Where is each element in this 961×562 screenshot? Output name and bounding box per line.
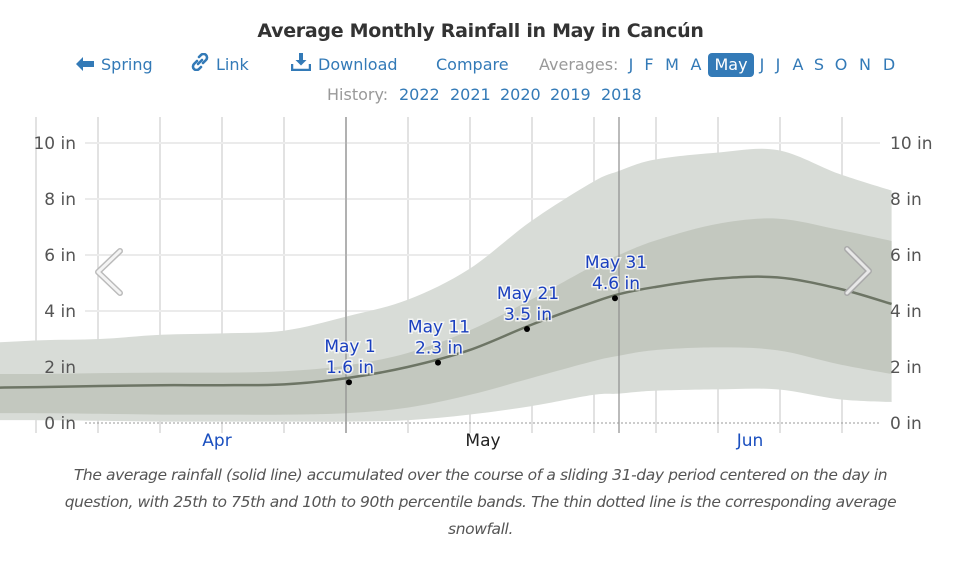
- x-month-label[interactable]: Jun: [736, 431, 764, 451]
- prev-season-label: Spring: [101, 55, 153, 74]
- link-button[interactable]: Link: [191, 52, 249, 78]
- y-tick-label-right: 2 in: [890, 358, 922, 378]
- month-link-dec[interactable]: D: [882, 55, 896, 74]
- history-bar: History: 2022 2021 2020 2019 2018: [0, 84, 961, 106]
- annotation-may-1: May 11.6 in: [323, 336, 377, 386]
- download-label: Download: [318, 55, 398, 74]
- annotation-may-21: May 213.5 in: [495, 283, 561, 332]
- data-point-marker: [435, 359, 441, 366]
- y-axis-left: 0 in 2 in 4 in 6 in 8 in 10 in: [33, 134, 76, 434]
- x-month-label: May: [465, 431, 500, 451]
- averages-label: Averages:: [539, 55, 619, 74]
- y-tick-label-left: 4 in: [44, 302, 76, 322]
- link-label: Link: [216, 55, 249, 74]
- download-button[interactable]: Download: [290, 53, 398, 78]
- y-tick-label-left: 6 in: [44, 246, 76, 266]
- band-p10-p90: [0, 148, 892, 422]
- x-axis-month-labels: Apr May Jun: [202, 431, 763, 451]
- annotation-date-label: May 31: [585, 253, 647, 273]
- history-year-link[interactable]: 2020: [500, 85, 541, 104]
- history-year-link[interactable]: 2021: [450, 85, 491, 104]
- month-link-may-active[interactable]: May: [708, 53, 754, 77]
- month-link-sep[interactable]: S: [813, 55, 825, 74]
- month-link-feb[interactable]: F: [644, 55, 654, 74]
- y-tick-label-right: 8 in: [890, 190, 922, 210]
- annotation-date-label: May 1: [324, 337, 375, 357]
- rainfall-chart: 0 in 2 in 4 in 6 in 8 in 10 in 0 in 2 in 4 in 6 …: [0, 117, 933, 451]
- chart-nav-bar: Spring Link Download Compare Averages: J…: [0, 52, 961, 79]
- data-point-marker: [524, 326, 530, 332]
- y-tick-label-left: 2 in: [44, 358, 76, 378]
- y-tick-label-left: 10 in: [33, 134, 76, 154]
- history-year-link[interactable]: 2019: [550, 85, 591, 104]
- average-rainfall-line: [0, 275, 892, 389]
- compare-link[interactable]: Compare: [436, 55, 509, 74]
- history-label: History:: [327, 85, 389, 104]
- month-link-nov[interactable]: N: [859, 55, 871, 74]
- month-link-oct[interactable]: O: [834, 55, 848, 74]
- annotation-value-label: 2.3 in: [415, 339, 463, 359]
- chevron-right-icon[interactable]: [844, 246, 872, 296]
- annotation-value-label: 3.5 in: [504, 305, 552, 325]
- band-p25-p75: [0, 218, 892, 415]
- y-axis-right: 0 in 2 in 4 in 6 in 8 in 10 in: [890, 134, 933, 434]
- month-link-mar[interactable]: M: [665, 55, 679, 74]
- data-point-marker: [612, 295, 618, 302]
- arrow-left-icon: [76, 54, 94, 78]
- page-title: Average Monthly Rainfall in May in Cancú…: [257, 20, 704, 42]
- month-link-aug[interactable]: A: [792, 55, 804, 74]
- x-month-label[interactable]: Apr: [202, 431, 231, 451]
- month-link-jan[interactable]: J: [628, 55, 634, 74]
- chart-caption: The average rainfall (solid line) accumu…: [64, 466, 897, 538]
- month-link-jul[interactable]: J: [775, 55, 781, 74]
- month-link-jun[interactable]: J: [759, 55, 765, 74]
- data-point-marker: [346, 379, 352, 386]
- y-tick-label-left: 0 in: [44, 414, 76, 434]
- annotation-date-label: May 21: [497, 284, 559, 304]
- month-boundary-lines: [345, 117, 620, 433]
- y-tick-label-right: 0 in: [890, 414, 922, 434]
- prev-season-link[interactable]: Spring: [76, 53, 153, 77]
- y-tick-label-right: 6 in: [890, 246, 922, 266]
- month-link-apr[interactable]: A: [690, 55, 702, 74]
- annotation-date-label: May 11: [408, 318, 470, 338]
- annotation-value-label: 4.6 in: [592, 274, 640, 294]
- annotations: May 11.6 in May 112.3 in May 213.5 in May 3…: [323, 252, 649, 386]
- link-icon: [191, 52, 209, 78]
- annotation-value-label: 1.6 in: [326, 358, 374, 378]
- y-tick-label-right: 10 in: [890, 134, 933, 154]
- annotation-may-31: May 314.6 in: [583, 252, 649, 302]
- history-year-link[interactable]: 2022: [399, 85, 440, 104]
- chevron-left-icon[interactable]: [95, 248, 123, 296]
- history-year-link[interactable]: 2018: [601, 85, 642, 104]
- annotation-may-11: May 112.3 in: [406, 316, 472, 366]
- y-tick-label-left: 8 in: [44, 190, 76, 210]
- y-tick-label-right: 4 in: [890, 302, 922, 322]
- download-icon: [290, 53, 312, 78]
